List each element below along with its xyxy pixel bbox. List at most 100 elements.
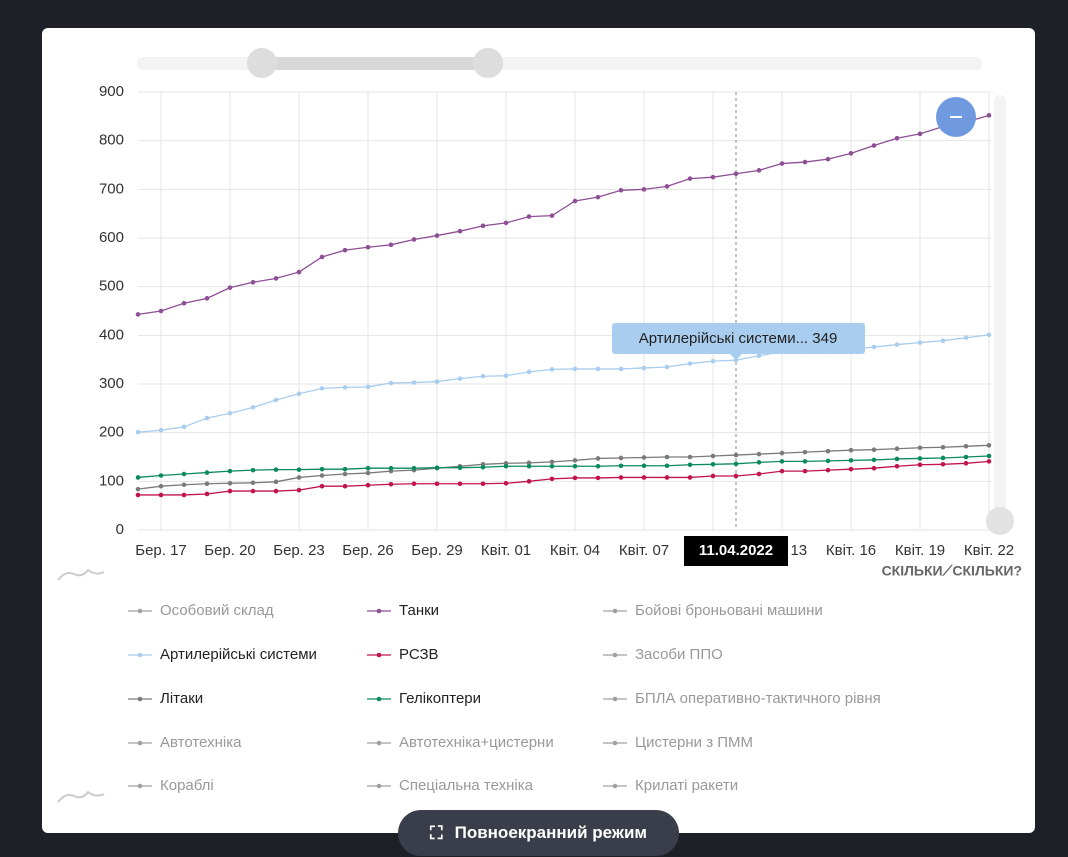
data-point — [411, 465, 417, 471]
data-point — [227, 468, 233, 474]
legend-marker-dot[interactable] — [137, 783, 143, 789]
data-point — [894, 463, 900, 469]
data-point — [802, 159, 808, 165]
data-point — [733, 473, 739, 479]
data-point — [572, 475, 578, 481]
fullscreen-button[interactable]: ⛶ Повноекранний режим — [398, 810, 679, 856]
data-point — [227, 410, 233, 416]
legend-label[interactable]: Особовий склад — [160, 602, 274, 619]
legend-marker-dot[interactable] — [612, 740, 618, 746]
data-point — [296, 467, 302, 472]
data-point — [848, 447, 854, 453]
data-point — [227, 285, 233, 290]
data-point — [664, 364, 670, 370]
data-point — [388, 465, 394, 471]
data-point — [917, 456, 923, 461]
legend-label[interactable]: Автотехніка+цистерни — [399, 734, 554, 751]
legend-label[interactable]: Спеціальна техніка — [399, 777, 534, 794]
data-point — [365, 244, 371, 250]
data-point — [963, 335, 969, 341]
data-point — [434, 465, 440, 471]
data-point — [434, 233, 440, 238]
data-point — [273, 467, 279, 472]
legend-label[interactable]: Автотехніка — [160, 734, 242, 751]
legend-marker-dot[interactable] — [376, 740, 382, 746]
data-point — [687, 176, 693, 181]
data-point — [917, 445, 923, 451]
data-point — [641, 463, 647, 469]
data-point — [641, 475, 647, 480]
data-point — [756, 353, 762, 359]
legend-marker-dot[interactable] — [612, 696, 618, 702]
scrollbar[interactable] — [994, 95, 1006, 535]
legend-marker-dot[interactable] — [376, 652, 382, 658]
data-point — [733, 357, 739, 363]
data-point — [802, 449, 808, 455]
legend-marker-dot[interactable] — [612, 608, 618, 614]
legend-label[interactable]: Гелікоптери — [399, 690, 481, 707]
data-point — [618, 463, 624, 469]
data-point — [526, 214, 532, 219]
data-point — [825, 448, 831, 454]
data-point — [342, 385, 348, 390]
data-point — [595, 475, 601, 481]
data-point — [204, 470, 210, 475]
data-point — [572, 458, 578, 463]
data-point — [710, 453, 716, 459]
legend-label[interactable]: Танки — [399, 602, 439, 619]
zoom-handle[interactable] — [247, 48, 277, 78]
data-point — [227, 480, 233, 486]
data-point — [986, 443, 992, 448]
data-point — [526, 460, 532, 466]
legend-label[interactable]: Цистерни з ПММ — [635, 734, 753, 751]
data-point — [319, 254, 325, 260]
data-point — [986, 113, 992, 118]
series-line — [137, 114, 990, 316]
legend-marker-dot[interactable] — [612, 652, 618, 658]
data-point — [549, 459, 555, 465]
data-point — [388, 242, 394, 248]
data-point — [871, 143, 877, 148]
logo — [57, 790, 105, 803]
data-point — [250, 488, 256, 494]
legend-label[interactable]: Літаки — [160, 690, 203, 707]
data-point — [273, 276, 279, 281]
data-point — [526, 463, 532, 469]
data-point — [204, 415, 210, 421]
data-point — [756, 471, 762, 477]
legend-marker-dot[interactable] — [137, 608, 143, 614]
legend-label[interactable]: РСЗВ — [399, 646, 439, 663]
data-point — [434, 481, 440, 487]
legend-marker-dot[interactable] — [612, 783, 618, 789]
data-point — [595, 463, 601, 469]
data-point — [687, 454, 693, 460]
x-tick-label: Квіт. 07 — [619, 542, 669, 559]
legend-marker-dot[interactable] — [137, 740, 143, 746]
legend-label[interactable]: БПЛА оперативно-тактичного рівня — [635, 690, 881, 707]
legend-marker-dot[interactable] — [376, 783, 382, 789]
legend-label[interactable]: Артилерійські системи — [160, 646, 317, 663]
y-tick-label: 700 — [99, 180, 124, 197]
legend-label[interactable]: Бойові броньовані машини — [635, 602, 823, 619]
legend-marker-dot[interactable] — [376, 608, 382, 614]
data-point — [802, 459, 808, 464]
legend-marker-dot[interactable] — [137, 652, 143, 658]
zoom-handle[interactable] — [473, 48, 503, 78]
y-tick-label: 100 — [99, 472, 124, 489]
data-point — [917, 462, 923, 468]
legend-label[interactable]: Засоби ППО — [635, 646, 723, 663]
data-point — [411, 237, 417, 242]
data-point — [181, 482, 187, 488]
data-point — [779, 161, 785, 166]
data-point — [871, 465, 877, 471]
data-point — [549, 463, 555, 469]
data-point — [503, 463, 509, 469]
legend-label[interactable]: Кораблі — [160, 777, 214, 794]
y-tick-label: 900 — [99, 83, 124, 100]
scroll-handle[interactable] — [986, 507, 1014, 535]
legend-marker-dot[interactable] — [376, 696, 382, 702]
legend-marker-dot[interactable] — [137, 696, 143, 702]
legend-label[interactable]: Крилаті ракети — [635, 777, 738, 794]
data-point — [710, 358, 716, 364]
zoom-range[interactable] — [262, 57, 488, 70]
